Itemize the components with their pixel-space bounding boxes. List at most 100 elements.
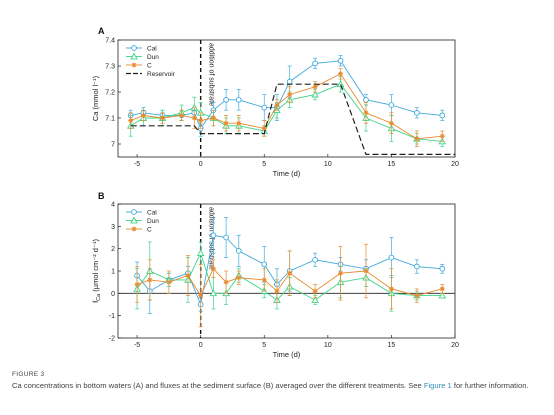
marker-stroke xyxy=(166,280,171,285)
data-point xyxy=(166,279,172,285)
marker-stroke xyxy=(389,121,394,126)
data-point xyxy=(160,115,166,121)
y-axis-label-main: Ca (mmol l⁻¹) xyxy=(91,75,100,121)
caption-text-3: ) averaged over the different treatments… xyxy=(270,381,424,390)
data-point xyxy=(274,102,280,108)
data-point xyxy=(439,286,445,292)
x-axis-label: Time (d) xyxy=(273,169,301,178)
data-point xyxy=(147,277,153,283)
marker-stroke xyxy=(414,136,419,141)
series-dun xyxy=(126,76,447,147)
y-tick-label: 1 xyxy=(111,269,115,276)
data-point xyxy=(388,120,394,126)
y-tick-label: 4 xyxy=(111,202,115,209)
legend-entry: C xyxy=(147,227,152,234)
x-tick-label: 10 xyxy=(324,342,332,349)
data-point xyxy=(210,266,216,272)
y-tick-label: 7 xyxy=(111,142,115,149)
marker-stroke xyxy=(179,113,184,118)
data-point xyxy=(179,112,185,118)
caption-text-2: ) and fluxes at the sediment surface ( xyxy=(140,381,266,390)
data-point xyxy=(130,216,138,224)
x-tick-label: -5 xyxy=(134,342,140,349)
data-point xyxy=(261,125,267,131)
data-point xyxy=(128,118,134,124)
marker-stroke xyxy=(389,286,394,291)
figure-1-link[interactable]: Figure 1 xyxy=(423,381,452,390)
data-point xyxy=(414,136,420,142)
marker-stroke xyxy=(414,293,419,298)
x-tick-label: 5 xyxy=(262,342,266,349)
x-axis-label: Time (d) xyxy=(273,350,301,359)
data-point xyxy=(130,52,138,60)
marker-stroke xyxy=(134,282,140,287)
data-point xyxy=(223,96,229,103)
series-line xyxy=(130,60,443,130)
data-point xyxy=(363,110,369,116)
figure-label: FIGURE 3 xyxy=(12,371,45,378)
marker-stroke xyxy=(338,271,343,276)
data-point xyxy=(140,112,146,118)
marker-stroke xyxy=(141,113,146,118)
marker-stroke xyxy=(223,280,229,285)
data-point xyxy=(312,84,318,90)
data-point xyxy=(439,133,445,139)
x-tick-label: 20 xyxy=(451,161,459,168)
x-tick-label: 0 xyxy=(199,342,203,349)
marker-stroke xyxy=(274,288,280,294)
marker-stroke xyxy=(236,121,241,126)
data-point xyxy=(236,120,242,126)
data-point xyxy=(311,90,319,98)
data-point xyxy=(287,270,293,276)
marker-stroke xyxy=(313,84,318,89)
data-point xyxy=(439,265,446,272)
y-tick-label: -2 xyxy=(109,336,115,343)
data-point xyxy=(131,45,137,51)
y-axis-label: Ca (mmol l⁻¹) xyxy=(91,75,100,121)
data-point xyxy=(312,288,318,294)
data-point xyxy=(312,60,318,67)
plot-frame xyxy=(117,39,456,158)
data-point xyxy=(261,277,267,283)
data-point xyxy=(236,275,242,281)
x-tick-label: 15 xyxy=(388,342,396,349)
series-c xyxy=(128,68,445,147)
legend-entry: C xyxy=(147,63,152,70)
y-axis-label: fCa (µmol cm⁻² d⁻¹) xyxy=(91,239,102,303)
marker-stroke xyxy=(313,288,318,294)
reservoir-line xyxy=(130,83,455,155)
y-axis-label-units: (µmol cm⁻² d⁻¹) xyxy=(91,239,100,294)
marker-stroke xyxy=(440,286,445,291)
marker-stroke xyxy=(363,110,369,115)
data-point xyxy=(338,270,344,276)
x-tick-label: 15 xyxy=(388,161,396,168)
x-tick-label: 10 xyxy=(324,161,332,168)
marker-stroke xyxy=(128,118,133,123)
y-tick-label: 7.4 xyxy=(105,38,115,45)
series-line xyxy=(130,83,443,142)
series-line xyxy=(130,73,443,140)
data-point xyxy=(287,92,293,98)
data-point xyxy=(235,96,242,103)
panel-b: B -5 0 5 10 15 20 -2 -1 0 1 2 3 4 Time (d) fCa (µmol cm… xyxy=(91,191,459,359)
panel-a: A -5 0 5 10 15 20 7 7.1 7.2 7.3 7.4 Time (d) Ca (mmol… xyxy=(91,26,459,178)
caption-text-1: Ca concentrations in bottom waters ( xyxy=(12,381,136,390)
caption-ref-b: B xyxy=(265,381,271,390)
marker-stroke xyxy=(274,102,280,108)
data-point xyxy=(274,288,280,294)
data-point xyxy=(261,104,268,111)
y-tick-label: 2 xyxy=(111,246,115,253)
marker-stroke xyxy=(185,273,191,278)
data-point xyxy=(312,256,318,263)
caption-ref-a: A xyxy=(135,381,141,390)
x-tick-label: -5 xyxy=(134,161,140,168)
data-point xyxy=(209,289,218,297)
legend-entry: Dun xyxy=(147,218,159,225)
y-tick-label: 7.1 xyxy=(105,116,115,123)
x-tick-label: 5 xyxy=(262,161,266,168)
y-axis-label-subscript: Ca xyxy=(96,293,102,301)
legend-entry: Cal xyxy=(147,46,157,53)
